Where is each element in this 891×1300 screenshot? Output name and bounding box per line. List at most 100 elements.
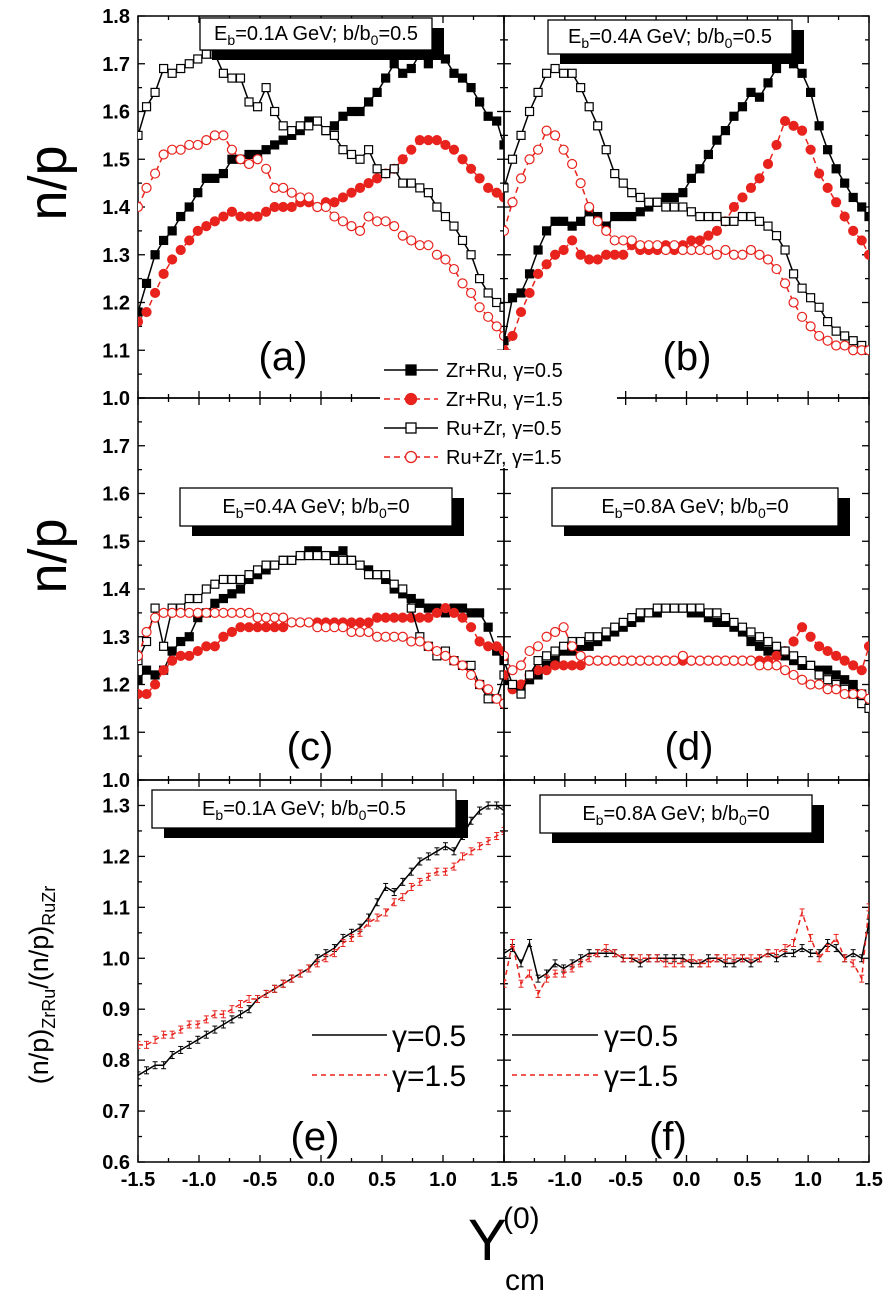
data-point [475, 608, 485, 618]
data-point [814, 302, 824, 312]
data-point [423, 135, 434, 146]
data-point [466, 250, 476, 260]
x-tick-label: 1.0 [429, 1169, 457, 1191]
data-point [558, 144, 569, 155]
data-point [209, 641, 220, 652]
data-point [363, 617, 374, 628]
series-group [138, 40, 504, 342]
data-point [372, 164, 382, 174]
data-point [337, 216, 349, 227]
data-point [406, 144, 417, 155]
data-point [771, 660, 782, 671]
data-point [609, 655, 620, 666]
data-point [746, 627, 756, 637]
data-point [483, 311, 494, 322]
data-point [363, 178, 374, 189]
data-point [201, 584, 211, 594]
data-point [457, 278, 468, 289]
data-point [504, 225, 510, 236]
data-point [346, 187, 357, 198]
data-point [440, 602, 451, 614]
data-point [192, 607, 203, 618]
data-point [695, 164, 705, 174]
data-point [805, 144, 816, 155]
data-point [720, 125, 731, 136]
series-line [138, 830, 504, 1046]
data-point [754, 173, 765, 184]
data-point [797, 68, 807, 78]
data-point [406, 636, 417, 647]
data-point [652, 655, 663, 666]
data-point [754, 641, 765, 651]
data-point [303, 617, 314, 628]
x-axis-label-sup: (0) [503, 1202, 540, 1235]
data-point [354, 182, 366, 193]
data-point [338, 555, 348, 565]
data-point [449, 68, 459, 78]
data-point [397, 612, 408, 623]
legend-marker [405, 364, 417, 376]
data-point [278, 135, 288, 145]
data-point [474, 173, 485, 184]
data-point [499, 670, 504, 680]
data-point [559, 68, 569, 78]
y-tick-label: 1.3 [102, 245, 130, 267]
data-point [549, 660, 561, 671]
data-point [389, 612, 400, 623]
data-point [389, 164, 399, 174]
legend-label: Ru+Zr, γ=0.5 [446, 418, 562, 440]
data-point [831, 326, 841, 336]
data-point [839, 688, 850, 700]
legend-marker [404, 450, 418, 464]
data-point [372, 612, 383, 623]
y-tick-label: 1.0 [102, 770, 130, 792]
data-point [584, 102, 594, 112]
data-point [295, 617, 306, 628]
data-point [567, 235, 578, 246]
data-point [167, 68, 177, 78]
data-point [235, 622, 246, 633]
data-point [618, 178, 628, 188]
data-point [541, 651, 552, 661]
data-point [295, 121, 305, 131]
data-point [423, 641, 434, 652]
data-point [864, 703, 869, 713]
data-point [788, 120, 799, 131]
data-point [261, 206, 272, 217]
data-point [737, 249, 748, 260]
data-point [141, 626, 152, 638]
legend-marker [404, 392, 418, 406]
y-tick-label: 0.6 [102, 1152, 130, 1174]
data-point [745, 182, 757, 193]
data-point [848, 688, 859, 700]
data-point [533, 656, 543, 666]
x-axis-label: Y [468, 1208, 507, 1273]
data-point [771, 650, 782, 661]
data-point [729, 216, 739, 226]
legend-label: Ru+Zr, γ=1.5 [446, 447, 562, 469]
data-point [210, 173, 220, 183]
data-point [814, 330, 825, 342]
data-point [678, 202, 688, 212]
data-point [524, 269, 535, 279]
data-point [593, 121, 603, 131]
data-point [363, 626, 374, 638]
annotation-text: Eb=0.4A GeV; b/b0=0 [222, 496, 409, 521]
data-point [584, 641, 594, 651]
data-point [466, 608, 476, 618]
x-tick-label: -0.5 [243, 1169, 277, 1191]
data-point [831, 684, 842, 695]
data-point [243, 622, 255, 633]
y-tick-label: 1.2 [102, 846, 130, 868]
data-point [797, 283, 807, 293]
data-point [150, 603, 160, 613]
data-point [805, 87, 816, 98]
data-point [864, 211, 869, 222]
data-point [184, 139, 195, 151]
data-point [575, 178, 586, 189]
panel-letter-label: (d) [665, 725, 714, 769]
data-point [423, 240, 434, 251]
data-point [304, 550, 314, 561]
data-point [695, 211, 705, 222]
data-point [848, 225, 859, 236]
